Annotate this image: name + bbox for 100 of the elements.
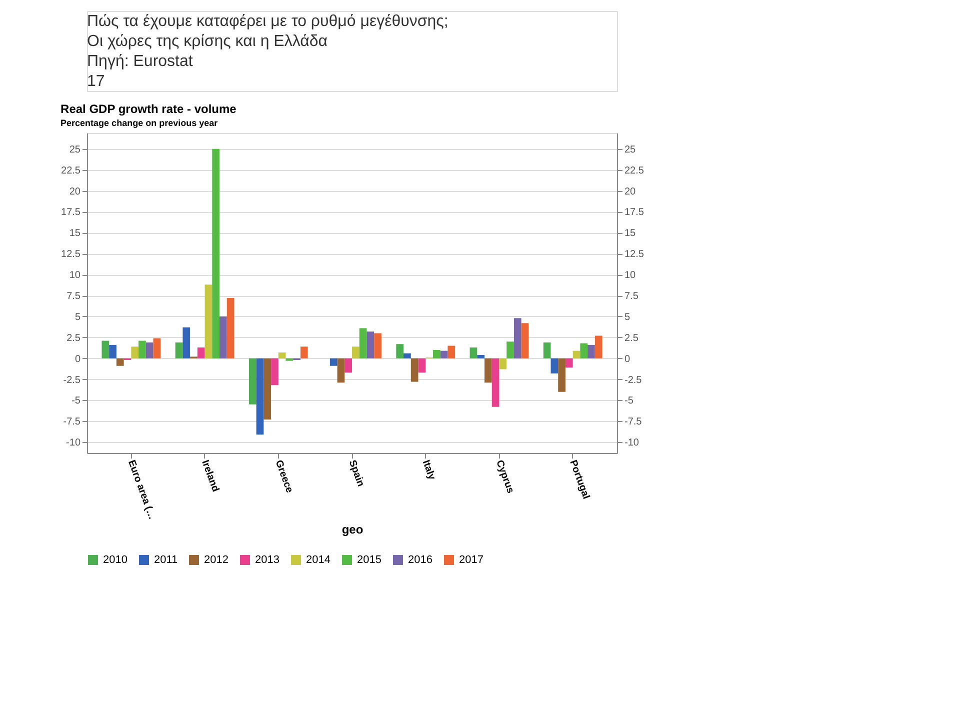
bar [499, 358, 507, 370]
text: Πώς τα έχουμε καταφέρει με το ρυθμό μεγέθυνσης; [87, 13, 448, 30]
y-tick-label: -10 [66, 438, 81, 449]
bar [374, 333, 382, 358]
bar [514, 318, 522, 358]
bar [182, 327, 190, 358]
bar [286, 358, 294, 361]
bar [506, 342, 514, 358]
y2-tick-label: 7.5 [624, 291, 639, 302]
bar [212, 148, 220, 358]
bar [344, 358, 352, 373]
legend-label: 2017 [459, 554, 484, 566]
y-tick-label: 22.5 [61, 165, 81, 176]
y2-tick-label: -10 [624, 438, 640, 449]
y2-tick-label: -7.5 [624, 416, 642, 428]
y-tick-label: 7.5 [66, 291, 81, 302]
bar [116, 358, 124, 366]
bar [470, 347, 478, 358]
bar [197, 347, 205, 358]
y2-tick-label: -2.5 [624, 374, 642, 386]
y2-tick-label: 25 [624, 144, 636, 156]
y-tick-label: 15 [69, 228, 81, 240]
bar [580, 343, 588, 358]
y2-tick-label: -5 [624, 396, 634, 407]
y-tick-label: 25 [69, 144, 81, 156]
bar [330, 358, 338, 366]
bar [543, 342, 551, 358]
bar [572, 350, 580, 358]
bar [271, 358, 278, 386]
text: 17 [87, 73, 105, 90]
y-tick-label: 10 [69, 270, 81, 282]
legend-label: 2013 [255, 554, 280, 566]
x-tick-label: Greece [272, 458, 295, 495]
y2-tick-label: 12.5 [624, 249, 644, 260]
bar [300, 346, 308, 358]
y-tick-label: 5 [74, 312, 81, 323]
y-tick-label: -7.5 [63, 416, 81, 428]
text: Πηγή: Eurostat [87, 53, 194, 70]
y-tick-label: 0 [74, 354, 81, 365]
bar [359, 328, 367, 358]
bar [594, 336, 602, 358]
bar [432, 350, 440, 358]
y2-tick-label: 15 [624, 228, 636, 240]
chart-subtitle: Percentage change on previous year [60, 118, 218, 128]
x-tick-label: Cyprus [494, 458, 516, 496]
chart-title: Real GDP growth rate - volume [60, 102, 237, 116]
y-tick-label: -5 [72, 396, 81, 407]
y2-tick-label: 5 [624, 312, 630, 323]
x-tick-label: Italy [420, 458, 438, 482]
bar [153, 338, 161, 358]
bar [220, 316, 227, 358]
bar [146, 342, 154, 358]
bar [448, 346, 456, 358]
bar [102, 340, 110, 358]
bar [256, 358, 264, 435]
legend-label: 2011 [154, 554, 178, 566]
y2-tick-label: 2.5 [624, 332, 639, 344]
bar [138, 340, 146, 358]
bar [410, 358, 418, 382]
bar [588, 344, 595, 358]
bar [204, 284, 212, 358]
bar [521, 323, 529, 358]
bar [550, 358, 558, 374]
legend-label: 2015 [357, 554, 382, 566]
bar [248, 358, 256, 404]
y2-tick-label: 22.5 [624, 165, 644, 176]
bar [396, 344, 404, 358]
y2-tick-label: 10 [624, 270, 636, 282]
bar [109, 344, 116, 358]
legend-label: 2012 [204, 554, 228, 566]
bar [404, 353, 411, 358]
y2-tick-label: 0 [624, 354, 630, 365]
y2-tick-label: 17.5 [624, 207, 644, 218]
bar [565, 358, 573, 368]
bar [264, 358, 272, 420]
bar [366, 332, 374, 358]
bar [337, 358, 345, 383]
y-tick-label: 2.5 [66, 332, 81, 344]
y-tick-label: 20 [69, 186, 81, 198]
legend-label: 2010 [103, 554, 128, 566]
y2-tick-label: 20 [624, 186, 636, 198]
legend-label: 2016 [408, 554, 432, 566]
y-tick-label: -2.5 [63, 374, 81, 386]
x-tick-label: Spain [346, 458, 366, 488]
bar [226, 298, 234, 358]
bar [558, 358, 566, 392]
bar [131, 346, 139, 358]
x-tick-label: Euro area (… [126, 458, 158, 522]
x-axis-title: geo [342, 522, 364, 537]
bar [418, 358, 426, 373]
bar [175, 342, 183, 358]
bar [492, 358, 500, 407]
text: Οι χώρες της κρίσης και η Ελλάδα [87, 33, 328, 50]
bar [477, 354, 484, 358]
bar [352, 346, 360, 358]
bar [440, 350, 448, 358]
y-tick-label: 17.5 [61, 207, 81, 218]
legend-label: 2014 [306, 554, 330, 566]
bar [484, 358, 492, 383]
y-tick-label: 12.5 [61, 249, 81, 260]
